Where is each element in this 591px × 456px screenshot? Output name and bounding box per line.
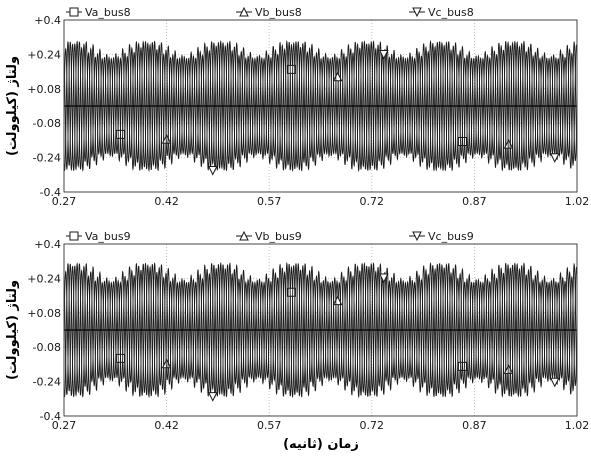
y-tick-label: +0.24 [27, 48, 61, 61]
y-axis-label-bottom: ولتاژ (کیلوولت) [5, 280, 20, 380]
y-tick-label: -0.24 [33, 376, 61, 389]
x-tick-label: 0.87 [462, 419, 487, 432]
legend-marker-Vc_bus8 [412, 7, 422, 18]
y-tick-label: -0.4 [40, 410, 61, 423]
legend-marker-Vc_bus9 [412, 231, 422, 242]
plot-frame [63, 19, 578, 193]
plot-frame [63, 243, 578, 417]
y-tick-label: +0.24 [27, 272, 61, 285]
legend-label-Va_bus9: Va_bus9 [85, 230, 131, 243]
x-tick-label: 1.02 [565, 419, 590, 432]
legend-marker-Va_bus9 [69, 231, 79, 241]
y-tick-label: +0.4 [34, 14, 61, 27]
legend-label-Vc_bus8: Vc_bus8 [428, 6, 474, 19]
x-tick-label: 0.72 [360, 195, 385, 208]
y-tick-label: -0.24 [33, 152, 61, 165]
legend-label-Vb_bus9: Vb_bus9 [255, 230, 302, 243]
x-tick-label: 0.42 [154, 419, 179, 432]
legend-marker-Vb_bus8 [239, 6, 249, 17]
y-tick-label: +0.4 [34, 238, 61, 251]
chart-panel-bus9: 0.27 0.42 0.57 0.72 0.87 1.02 +0.4 +0.24 +0.08 -0… [27, 230, 589, 432]
x-tick-label: 0.87 [462, 195, 487, 208]
y-tick-label: -0.4 [40, 186, 61, 199]
legend-label-Va_bus8: Va_bus8 [85, 6, 131, 19]
series-line-Vb_bus9 [63, 261, 578, 399]
series-marker-Vc_bus9 [549, 377, 560, 388]
legend-label-Vc_bus9: Vc_bus9 [428, 230, 474, 243]
series-line-Vc_bus9 [63, 261, 578, 399]
x-tick-label: 0.42 [154, 195, 179, 208]
y-tick-label: +0.08 [27, 83, 61, 96]
x-tick-label: 0.72 [360, 419, 385, 432]
series-line-Vb_bus8 [63, 39, 578, 173]
chart-panel-bus8: 0.27 0.42 0.57 0.72 0.87 1.02 +0.4 +0.24 +0.08 -0… [27, 6, 589, 208]
legend-marker-Va_bus8 [69, 7, 79, 17]
x-tick-label: 0.57 [257, 419, 282, 432]
y-tick-label: -0.08 [33, 341, 61, 354]
series-marker-Vc_bus9 [207, 392, 218, 402]
series-marker-Vc_bus8 [207, 165, 218, 176]
legend-label-Vb_bus8: Vb_bus8 [255, 6, 302, 19]
series-marker-Vc_bus8 [549, 153, 560, 163]
x-tick-label: 0.27 [52, 419, 77, 432]
x-tick-label: 0.27 [52, 195, 77, 208]
x-axis-label: زمان (ثانیه) [283, 437, 359, 452]
x-tick-label: 0.57 [257, 195, 282, 208]
x-tick-label: 1.02 [565, 195, 590, 208]
y-tick-label: +0.08 [27, 307, 61, 320]
legend-marker-Vb_bus9 [239, 230, 249, 241]
series-marker-Vc_bus9 [378, 273, 389, 284]
y-axis-label-top: ولتاژ (کیلوولت) [5, 56, 20, 156]
series-line-Vc_bus8 [63, 39, 578, 173]
y-tick-label: -0.08 [33, 117, 61, 130]
series-marker-Vc_bus8 [378, 50, 389, 60]
